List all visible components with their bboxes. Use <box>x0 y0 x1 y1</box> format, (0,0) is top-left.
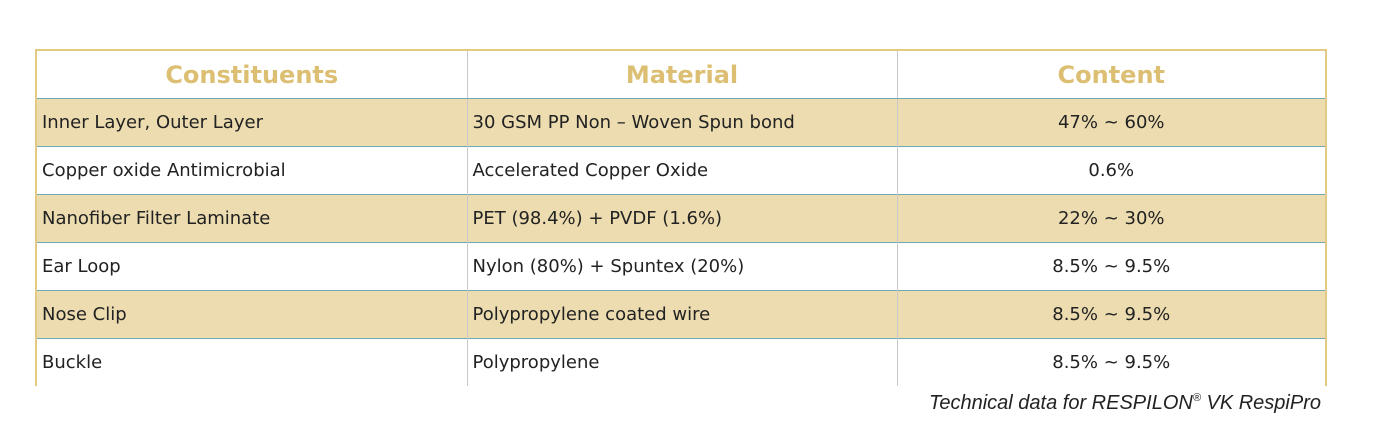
constituent-cell: Nanofiber Filter Laminate <box>37 194 467 243</box>
material-cell: Accelerated Copper Oxide <box>466 146 897 195</box>
content-cell: 22% ~ 30% <box>896 194 1325 243</box>
table-row: Copper oxide Antimicrobial Accelerated C… <box>37 146 1325 195</box>
material-cell: Polypropylene coated wire <box>466 290 897 339</box>
material-cell: Polypropylene <box>466 338 897 386</box>
header-content: Content <box>896 51 1325 99</box>
table-header-row: Constituents Material Content <box>37 51 1325 99</box>
material-cell: 30 GSM PP Non – Woven Spun bond <box>466 98 897 147</box>
table-row: Inner Layer, Outer Layer 30 GSM PP Non –… <box>37 98 1325 147</box>
content-cell: 8.5% ~ 9.5% <box>896 242 1325 291</box>
content-cell: 47% ~ 60% <box>896 98 1325 147</box>
material-cell: PET (98.4%) + PVDF (1.6%) <box>466 194 897 243</box>
table-caption: Technical data for RESPILON® VK RespiPro <box>929 392 1321 415</box>
caption-prefix: Technical data for RESPILON <box>928 392 1193 414</box>
table-row: Nose Clip Polypropylene coated wire 8.5%… <box>37 290 1325 339</box>
material-cell: Nylon (80%) + Spuntex (20%) <box>466 242 897 291</box>
header-constituents: Constituents <box>37 51 467 99</box>
constituent-cell: Copper oxide Antimicrobial <box>37 146 467 195</box>
constituent-cell: Nose Clip <box>37 290 467 339</box>
constituents-table: Constituents Material Content Inner Laye… <box>37 51 1325 386</box>
constituent-cell: Ear Loop <box>37 242 467 291</box>
content-cell: 8.5% ~ 9.5% <box>896 338 1325 386</box>
table-row: Ear Loop Nylon (80%) + Spuntex (20%) 8.5… <box>37 242 1325 291</box>
header-material: Material <box>466 51 897 99</box>
table-row: Nanofiber Filter Laminate PET (98.4%) + … <box>37 194 1325 243</box>
registered-mark: ® <box>1192 392 1201 404</box>
content-cell: 0.6% <box>896 146 1325 195</box>
caption-suffix: VK RespiPro <box>1200 392 1321 414</box>
constituents-table-container: Constituents Material Content Inner Laye… <box>35 49 1327 386</box>
content-cell: 8.5% ~ 9.5% <box>896 290 1325 339</box>
constituent-cell: Buckle <box>37 338 467 386</box>
constituent-cell: Inner Layer, Outer Layer <box>37 98 467 147</box>
table-row: Buckle Polypropylene 8.5% ~ 9.5% <box>37 338 1325 386</box>
